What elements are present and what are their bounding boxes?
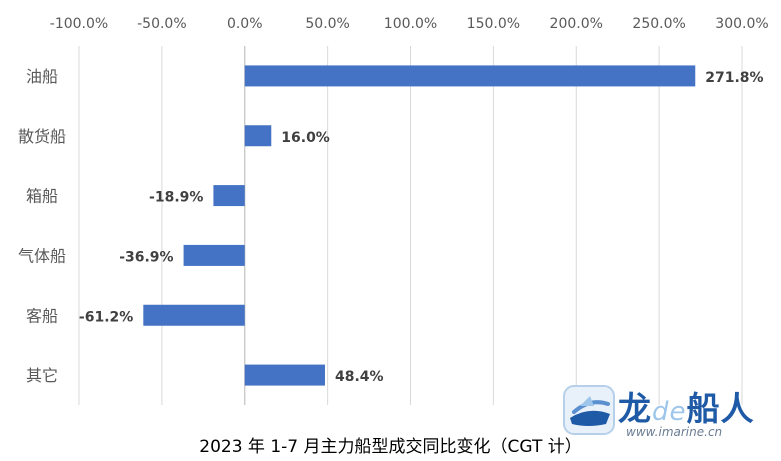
category-label: 箱船	[26, 187, 58, 206]
data-label: 16.0%	[281, 130, 330, 146]
data-label: -18.9%	[149, 190, 203, 206]
chart-title: 2023 年 1-7 月主力船型成交同比变化（CGT 计）	[199, 437, 582, 457]
bars	[143, 65, 696, 386]
bar	[143, 304, 245, 326]
bar	[213, 185, 245, 207]
category-label: 气体船	[18, 246, 66, 265]
data-label: -36.9%	[119, 249, 173, 265]
x-tick-label: 150.0%	[467, 16, 520, 32]
category-label: 散货船	[18, 127, 66, 146]
x-tick-label: 200.0%	[550, 16, 603, 32]
category-label: 油船	[26, 67, 58, 86]
gridlines	[78, 46, 743, 405]
bar	[244, 125, 272, 147]
x-tick-label: 50.0%	[305, 16, 349, 32]
watermark-logo: 龙de船人 www.imarine.cn	[562, 382, 774, 442]
x-tick-label: 300.0%	[715, 16, 768, 32]
brand-text: 龙de船人	[618, 389, 755, 428]
x-tick-label: 0.0%	[227, 16, 263, 32]
bar-chart: -100.0% -50.0% 0.0% 50.0% 100.0% 150.0% 200.0%…	[18, 16, 769, 405]
brand-url: www.imarine.cn	[626, 425, 723, 439]
data-label: 271.8%	[705, 70, 763, 86]
data-label: -61.2%	[79, 309, 133, 325]
ship-emblem-icon	[563, 385, 615, 435]
x-axis-tick-labels: -100.0% -50.0% 0.0% 50.0% 100.0% 150.0% 200.0%…	[50, 16, 769, 32]
x-tick-label: 100.0%	[384, 16, 437, 32]
bar	[244, 65, 696, 87]
x-tick-label: -50.0%	[137, 16, 187, 32]
data-label: 48.4%	[335, 369, 384, 385]
category-label: 客船	[26, 306, 58, 325]
bar	[244, 364, 325, 386]
data-labels: 271.8% 16.0% -18.9% -36.9% -61.2% 48.4%	[79, 70, 764, 385]
category-label: 其它	[26, 366, 58, 385]
bar	[183, 244, 245, 266]
x-tick-label: -100.0%	[50, 16, 108, 32]
x-tick-label: 250.0%	[632, 16, 685, 32]
